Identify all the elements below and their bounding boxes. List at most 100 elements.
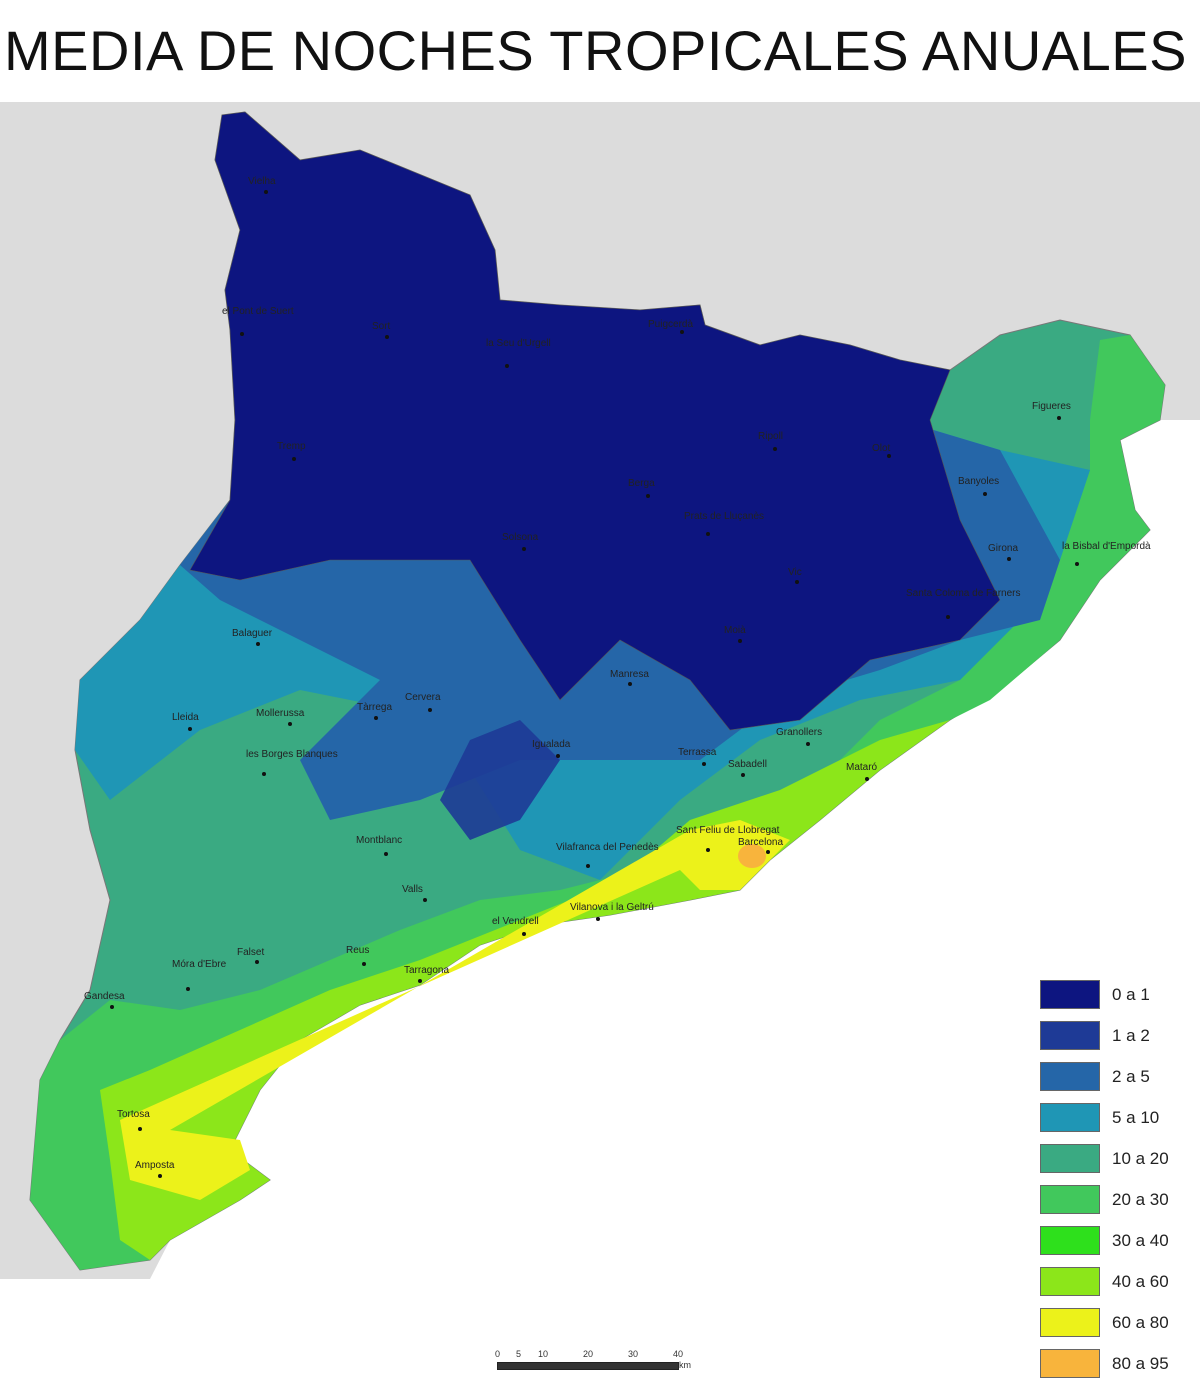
town-label: Mollerussa [256, 708, 305, 719]
town-label: Sort [372, 321, 391, 332]
map-title: MEDIA DE NOCHES TROPICALES ANUALES [4, 19, 1187, 82]
legend-label: 30 a 40 [1112, 1230, 1169, 1250]
town-label: Montblanc [356, 835, 403, 846]
scale-unit: km [679, 1360, 691, 1370]
town-label: Olot [872, 443, 891, 454]
town-label: la Bisbal d'Empordà [1062, 541, 1151, 552]
legend-label: 5 a 10 [1112, 1107, 1160, 1127]
legend-swatch [1040, 980, 1100, 1009]
town-label: Tortosa [117, 1109, 150, 1120]
tropical-nights-map: Vielha el Pont de Suert Sort la Seu d'Urgel… [0, 102, 1200, 1378]
town-marker [586, 864, 590, 868]
legend-swatch [1040, 1185, 1100, 1214]
legend-item: 1 a 2 [1040, 1015, 1169, 1056]
town-label: Tarragona [404, 965, 450, 976]
town-marker [706, 848, 710, 852]
legend-item: 0 a 1 [1040, 974, 1169, 1015]
legend-swatch [1040, 1021, 1100, 1050]
legend-label: 10 a 20 [1112, 1148, 1169, 1168]
town-label: Santa Coloma de Farners [906, 588, 1021, 599]
legend-swatch [1040, 1226, 1100, 1255]
town-marker [505, 364, 509, 368]
region-60-80 [120, 820, 790, 1200]
town-marker [262, 772, 266, 776]
town-marker [556, 754, 560, 758]
town-marker [522, 547, 526, 551]
town-marker [138, 1127, 142, 1131]
town-label: Girona [988, 543, 1019, 554]
town-marker [186, 987, 190, 991]
legend-item: 80 a 95 [1040, 1343, 1169, 1384]
town-marker [738, 639, 742, 643]
legend-label: 20 a 30 [1112, 1189, 1169, 1209]
town-marker [428, 708, 432, 712]
town-marker [264, 190, 268, 194]
map-canvas [0, 102, 1200, 1279]
legend-swatch [1040, 1308, 1100, 1337]
scale-tick: 0 [495, 1349, 501, 1359]
town-label: Puigcerdà [648, 319, 694, 330]
town-marker [255, 960, 259, 964]
town-label: Sabadell [728, 759, 767, 770]
town-label: el Vendrell [492, 916, 539, 927]
town-label: Lleida [172, 712, 199, 723]
legend-label: 60 a 80 [1112, 1312, 1169, 1332]
legend-label: 1 a 2 [1112, 1025, 1150, 1045]
town-marker [362, 962, 366, 966]
legend-swatch [1040, 1062, 1100, 1091]
town-marker [256, 642, 260, 646]
town-label: Solsona [502, 532, 539, 543]
town-label: Vilanova i la Geltrú [570, 902, 654, 913]
town-label: Vielha [248, 176, 276, 187]
town-marker [596, 917, 600, 921]
town-marker [110, 1005, 114, 1009]
legend-item: 40 a 60 [1040, 1261, 1169, 1302]
legend-swatch [1040, 1267, 1100, 1296]
legend-swatch [1040, 1144, 1100, 1173]
legend-item: 10 a 20 [1040, 1138, 1169, 1179]
town-label: Vic [788, 567, 802, 578]
town-label: Gandesa [84, 991, 125, 1002]
town-marker [292, 457, 296, 461]
region-1-2 [440, 720, 560, 840]
town-label: Banyoles [958, 476, 1000, 487]
legend-item: 30 a 40 [1040, 1220, 1169, 1261]
town-label: Falset [237, 947, 265, 958]
legend-item: 5 a 10 [1040, 1097, 1169, 1138]
town-marker [240, 332, 244, 336]
town-label: Granollers [776, 727, 823, 738]
town-marker [1007, 557, 1011, 561]
town-label: Mataró [846, 762, 878, 773]
town-marker [795, 580, 799, 584]
town-marker [646, 494, 650, 498]
scale-tick: 10 [538, 1349, 549, 1359]
scale-tick: 20 [583, 1349, 594, 1359]
legend-label: 2 a 5 [1112, 1066, 1150, 1086]
town-marker [1057, 416, 1061, 420]
town-label: Prats de Lluçanès [684, 511, 765, 522]
town-label: Ripoll [758, 431, 784, 442]
town-label: Reus [346, 945, 370, 956]
town-marker [865, 777, 869, 781]
town-marker [806, 742, 810, 746]
town-marker [158, 1174, 162, 1178]
town-marker [741, 773, 745, 777]
legend-label: 40 a 60 [1112, 1271, 1169, 1291]
town-marker [887, 454, 891, 458]
town-marker [702, 762, 706, 766]
legend-label: 0 a 1 [1112, 984, 1150, 1004]
legend-label: 80 a 95 [1112, 1353, 1169, 1373]
legend-swatch [1040, 1349, 1100, 1378]
town-label: Balaguer [232, 628, 273, 639]
town-marker [983, 492, 987, 496]
town-marker [288, 722, 292, 726]
town-label: Berga [628, 478, 655, 489]
town-label: Terrassa [678, 747, 717, 758]
region-80-95 [738, 844, 766, 868]
scale-bar-graphic [497, 1362, 679, 1370]
legend-item: 60 a 80 [1040, 1302, 1169, 1343]
town-label: les Borges Blanques [246, 749, 338, 760]
town-label: Amposta [135, 1160, 175, 1171]
town-label: Tremp [277, 441, 306, 452]
scale-tick: 40 [673, 1349, 684, 1359]
